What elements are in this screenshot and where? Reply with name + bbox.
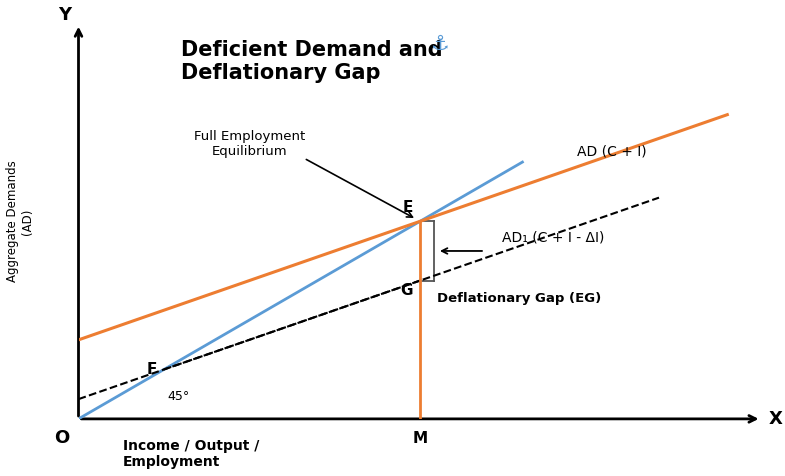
Text: AD (C + I): AD (C + I) bbox=[577, 145, 647, 159]
Text: Full Employment
Equilibrium: Full Employment Equilibrium bbox=[194, 130, 305, 158]
Text: Aggregate Demands
(AD): Aggregate Demands (AD) bbox=[6, 160, 35, 282]
Text: F: F bbox=[147, 362, 157, 377]
Text: AD₁ (C + I - ΔI): AD₁ (C + I - ΔI) bbox=[502, 230, 604, 244]
Text: Y: Y bbox=[58, 6, 71, 24]
Text: E: E bbox=[403, 200, 413, 216]
Text: Deflationary Gap (EG): Deflationary Gap (EG) bbox=[437, 292, 601, 306]
Text: G: G bbox=[400, 283, 413, 298]
Text: Income / Output /
Employment: Income / Output / Employment bbox=[123, 439, 259, 469]
Text: X: X bbox=[769, 410, 782, 428]
Text: O: O bbox=[54, 429, 69, 447]
Text: 45°: 45° bbox=[167, 390, 189, 403]
FancyBboxPatch shape bbox=[109, 433, 423, 476]
Text: ⚓: ⚓ bbox=[431, 33, 450, 54]
Text: M: M bbox=[412, 431, 428, 446]
Text: Deficient Demand and
Deflationary Gap: Deficient Demand and Deflationary Gap bbox=[181, 40, 443, 83]
